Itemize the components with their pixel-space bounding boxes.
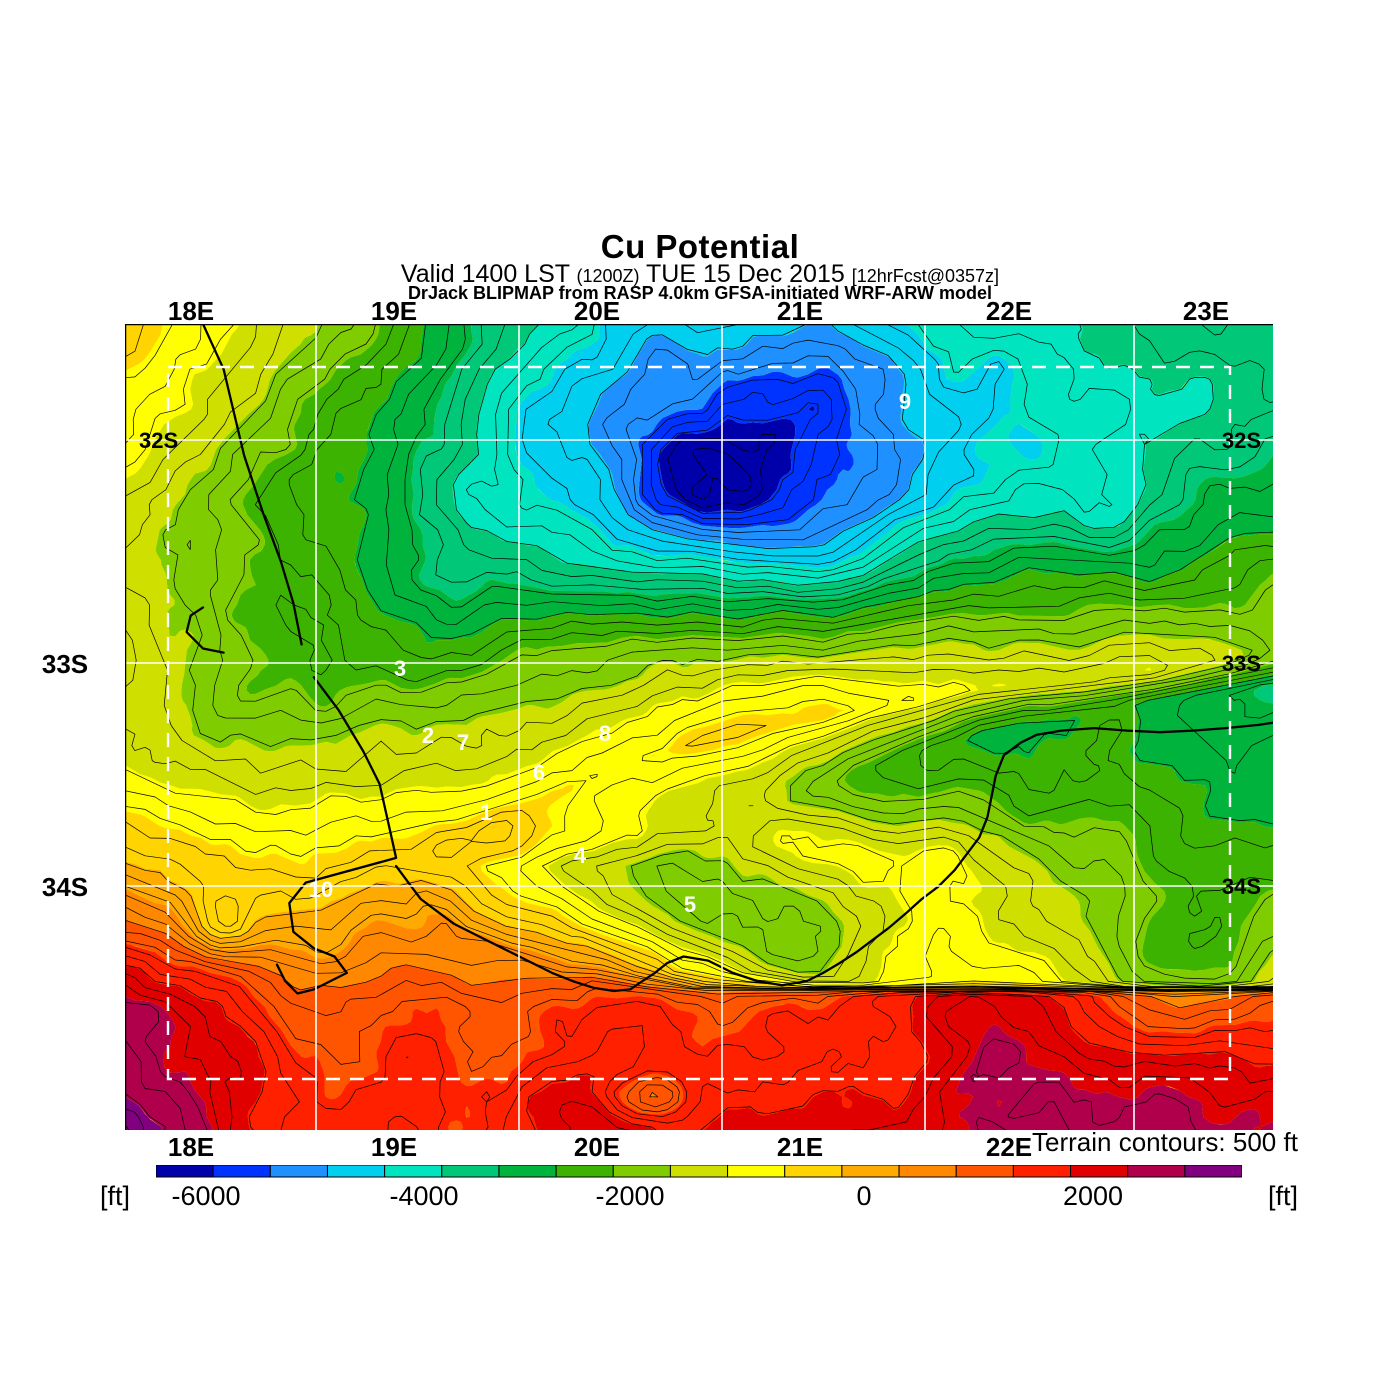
svg-text:5: 5 [684, 892, 696, 917]
svg-text:4: 4 [574, 843, 587, 868]
svg-text:6: 6 [533, 760, 545, 785]
svg-text:3: 3 [394, 656, 406, 681]
svg-text:32S: 32S [1222, 428, 1261, 453]
svg-text:7: 7 [457, 730, 469, 755]
svg-text:32S: 32S [139, 428, 178, 453]
svg-text:9: 9 [899, 389, 911, 414]
svg-text:1: 1 [480, 800, 492, 825]
svg-text:34S: 34S [1222, 874, 1261, 899]
svg-text:2: 2 [422, 723, 434, 748]
svg-text:8: 8 [599, 721, 611, 746]
svg-text:33S: 33S [1222, 651, 1261, 676]
svg-text:10: 10 [309, 877, 333, 902]
